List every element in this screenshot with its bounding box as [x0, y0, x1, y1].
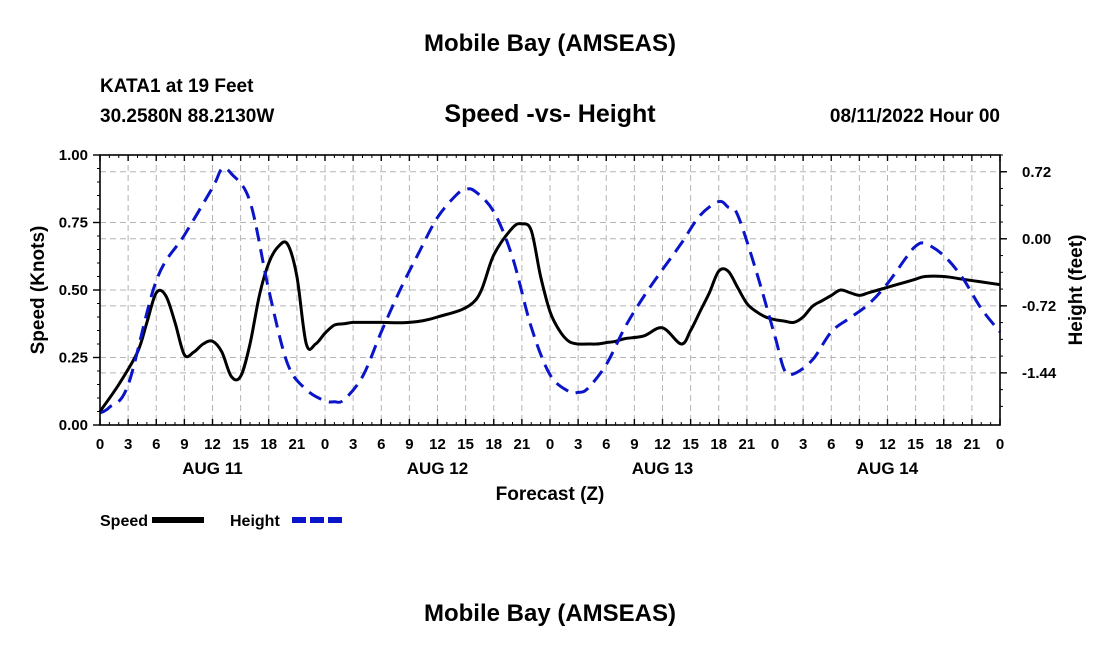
- x-tick-label: 18: [935, 436, 952, 453]
- x-tick-label: 9: [630, 436, 638, 453]
- x-tick-label: 12: [429, 436, 446, 453]
- x-tick-label: 9: [180, 436, 188, 453]
- footer-title: Mobile Bay (AMSEAS): [423, 600, 677, 627]
- series-layer: [98, 166, 1002, 415]
- x-tick-label: 15: [232, 436, 249, 453]
- x-tick-label: 3: [799, 436, 807, 453]
- x-tick-label: 21: [964, 436, 981, 453]
- legend-label: Speed: [100, 513, 148, 530]
- y-left-tick-label: 0.00: [59, 417, 88, 434]
- x-tick-label: 15: [457, 436, 474, 453]
- x-tick-label: 3: [349, 436, 357, 453]
- x-tick-label: 15: [907, 436, 924, 453]
- x-tick-label: 9: [855, 436, 863, 453]
- legend-label: Height: [230, 513, 280, 530]
- y-left-tick-label: 0.75: [59, 215, 88, 232]
- x-tick-label: 15: [682, 436, 699, 453]
- x-tick-label: 6: [602, 436, 610, 453]
- x-tick-label: 21: [514, 436, 531, 453]
- x-tick-label: 12: [654, 436, 671, 453]
- date-label: AUG 11: [182, 459, 242, 478]
- x-tick-label: 0: [321, 436, 329, 453]
- y-left-tick-label: 0.25: [59, 350, 88, 367]
- series-line-height: [99, 166, 1002, 415]
- x-tick-label: 6: [152, 436, 160, 453]
- axes: 0 3 6 9 12 15 18 21 0 3 6 9 12 15 18 21 0 3 6 9 12 15 18 21 0 3 6 9…: [59, 147, 1057, 478]
- y-right-tick-label: 0.72: [1022, 164, 1051, 181]
- x-tick-label: 18: [485, 436, 502, 453]
- x-tick-label: 6: [827, 436, 835, 453]
- legend: Speed Height: [100, 513, 344, 530]
- y-right-tick-label: -1.44: [1022, 365, 1057, 382]
- x-tick-label: 3: [124, 436, 132, 453]
- x-axis-label: Forecast (Z): [496, 484, 605, 505]
- x-tick-label: 0: [546, 436, 554, 453]
- grid: [100, 155, 1000, 425]
- x-tick-label: 0: [996, 436, 1004, 453]
- chart-title: Speed -vs- Height: [444, 100, 656, 128]
- x-tick-label: 9: [405, 436, 413, 453]
- date-label: AUG 12: [407, 459, 468, 478]
- x-tick-label: 21: [739, 436, 756, 453]
- y-axis-label-right: Height (feet): [1066, 235, 1087, 346]
- date-label: AUG 13: [632, 459, 693, 478]
- run-time-label: 08/11/2022 Hour 00: [829, 106, 1000, 127]
- y-left-tick-label: 1.00: [59, 147, 88, 164]
- station-coordinates: 30.2580N 88.2130W: [100, 106, 275, 127]
- y-left-tick-label: 0.50: [59, 282, 88, 299]
- x-tick-label: 3: [574, 436, 582, 453]
- y-right-tick-label: -0.72: [1022, 298, 1056, 315]
- x-tick-label: 12: [204, 436, 221, 453]
- y-axis-label-left: Speed (Knots): [28, 226, 49, 355]
- x-tick-label: 18: [260, 436, 277, 453]
- date-label: AUG 14: [857, 459, 919, 478]
- x-tick-label: 6: [377, 436, 385, 453]
- page-title: Mobile Bay (AMSEAS): [423, 30, 677, 57]
- x-tick-label: 0: [771, 436, 779, 453]
- x-tick-label: 21: [289, 436, 306, 453]
- series-line-speed: [98, 222, 1001, 413]
- x-tick-label: 0: [96, 436, 104, 453]
- y-right-tick-label: 0.00: [1022, 231, 1051, 248]
- x-tick-label: 18: [710, 436, 727, 453]
- station-label: KATA1 at 19 Feet: [100, 76, 254, 97]
- x-tick-label: 12: [879, 436, 896, 453]
